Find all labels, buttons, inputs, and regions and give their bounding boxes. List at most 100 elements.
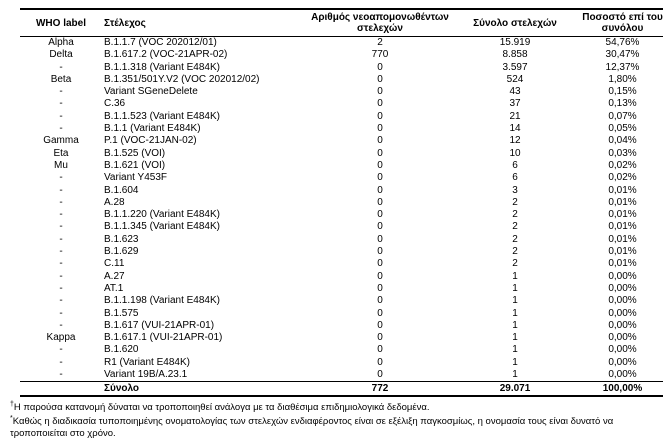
total-strains-cell: 1 bbox=[512, 270, 518, 282]
strain-cell: B.1.351/501Y.V2 (VOC 202012/02) bbox=[104, 73, 260, 85]
table-row: - A.28 0 2 0,01% bbox=[20, 197, 663, 209]
total-strains-cell: 1 bbox=[512, 369, 518, 381]
who-label-cell: Beta bbox=[50, 73, 72, 85]
who-label-cell: - bbox=[59, 209, 63, 221]
who-label-cell: - bbox=[59, 184, 63, 196]
total-strains-cell: 2 bbox=[512, 233, 518, 245]
who-label-cell: - bbox=[59, 356, 63, 368]
new-isolates-cell: 0 bbox=[377, 159, 383, 171]
new-isolates-cell: 0 bbox=[377, 258, 383, 270]
percentage-cell: 1,80% bbox=[608, 73, 637, 85]
table-row: - Variant SGeneDelete 0 43 0,15% bbox=[20, 86, 663, 98]
table-row: Eta B.1.525 (VOI) 0 10 0,03% bbox=[20, 148, 663, 160]
col-header-percentage: Ποσοστό επί του συνόλου bbox=[572, 8, 663, 37]
col-header-strain: Στέλεχος bbox=[102, 8, 302, 37]
new-isolates-cell: 0 bbox=[377, 135, 383, 147]
footnote-1-text: Η παρούσα κατανομή δύναται να τροποποιηθ… bbox=[13, 402, 430, 414]
table-row: - Variant 19B/A.23.1 0 1 0,00% bbox=[20, 369, 663, 382]
percentage-cell: 0,00% bbox=[608, 344, 637, 356]
percentage-cell: 0,01% bbox=[608, 196, 637, 208]
new-isolates-cell: 0 bbox=[377, 270, 383, 282]
who-label-cell: - bbox=[59, 196, 63, 208]
who-label-cell: - bbox=[59, 319, 63, 331]
new-isolates-cell: 0 bbox=[377, 233, 383, 245]
new-isolates-cell: 0 bbox=[377, 86, 383, 98]
percentage-cell: 0,00% bbox=[608, 270, 637, 282]
who-label-cell: - bbox=[59, 295, 63, 307]
strain-cell: C.36 bbox=[104, 98, 126, 110]
strain-cell: B.1.1.7 (VOC 202012/01) bbox=[104, 37, 217, 48]
new-isolates-cell: 0 bbox=[377, 369, 383, 381]
table-header: WHO label Στέλεχος Αριθμός νεοαπομονωθέν… bbox=[20, 8, 663, 37]
table-row: - B.1.617 (VUI-21APR-01) 0 1 0,00% bbox=[20, 320, 663, 332]
total-strains-cell: 1 bbox=[512, 282, 518, 294]
total-new-isolates-cell: 772 bbox=[302, 381, 458, 398]
percentage-cell: 0,01% bbox=[608, 184, 637, 196]
who-label-cell: - bbox=[59, 270, 63, 282]
new-isolates-cell: 0 bbox=[377, 356, 383, 368]
new-isolates-cell: 0 bbox=[377, 209, 383, 221]
new-isolates-cell: 0 bbox=[377, 110, 383, 122]
total-label-cell: Σύνολο bbox=[102, 381, 302, 398]
percentage-cell: 0,03% bbox=[608, 147, 637, 159]
who-label-cell: Alpha bbox=[48, 37, 74, 48]
percentage-cell: 0,01% bbox=[608, 246, 637, 258]
total-strains-cell: 2 bbox=[512, 209, 518, 221]
table-row: Kappa B.1.617.1 (VUI-21APR-01) 0 1 0,00% bbox=[20, 332, 663, 344]
strain-cell: B.1.617 (VUI-21APR-01) bbox=[104, 319, 215, 331]
who-label-cell: - bbox=[59, 110, 63, 122]
who-label-cell: - bbox=[59, 86, 63, 98]
strain-cell: P.1 (VOC-21JAN-02) bbox=[104, 135, 197, 147]
percentage-cell: 0,02% bbox=[608, 172, 637, 184]
percentage-cell: 0,00% bbox=[608, 319, 637, 331]
total-percentage-cell: 100,00% bbox=[572, 381, 663, 398]
new-isolates-cell: 0 bbox=[377, 123, 383, 135]
total-strains-cell: 2 bbox=[512, 258, 518, 270]
table-row: - B.1.604 0 3 0,01% bbox=[20, 185, 663, 197]
footnote-2-marker: * bbox=[10, 414, 13, 422]
strain-cell: A.28 bbox=[104, 196, 125, 208]
table-row: - B.1.1.523 (Variant E484K) 0 21 0,07% bbox=[20, 111, 663, 123]
col-header-new-isolates: Αριθμός νεοαπομονωθέντων στελεχών bbox=[302, 8, 458, 37]
total-who-label-cell bbox=[20, 381, 102, 398]
strain-cell: B.1.621 (VOI) bbox=[104, 159, 166, 171]
footnotes: †Η παρούσα κατανομή δύναται να τροποποιη… bbox=[10, 401, 653, 441]
total-strains-cell: 43 bbox=[509, 86, 521, 98]
percentage-cell: 0,04% bbox=[608, 135, 637, 147]
new-isolates-cell: 0 bbox=[377, 282, 383, 294]
strain-cell: B.1.604 bbox=[104, 184, 139, 196]
table-row: Alpha B.1.1.7 (VOC 202012/01) 2 15.919 54,76… bbox=[20, 37, 663, 50]
footnote-2: *Καθώς η διαδικασία τυποποιημένης ονοματ… bbox=[10, 414, 647, 441]
total-strains-cell: 1 bbox=[512, 356, 518, 368]
total-row: Σύνολο 772 29.071 100,00% bbox=[20, 381, 663, 398]
percentage-cell: 0,15% bbox=[608, 86, 637, 98]
strain-cell: C.11 bbox=[104, 258, 125, 270]
new-isolates-cell: 0 bbox=[377, 61, 383, 73]
strain-cell: B.1.1.523 (Variant E484K) bbox=[104, 110, 220, 122]
who-label-cell: - bbox=[59, 246, 63, 258]
new-isolates-cell: 0 bbox=[377, 246, 383, 258]
total-strains-cell: 1 bbox=[512, 332, 518, 344]
strain-cell: B.1.1 (Variant E484K) bbox=[104, 123, 201, 135]
strain-cell: B.1.1.198 (Variant E484K) bbox=[104, 295, 220, 307]
table-row: - R1 (Variant E484K) 0 1 0,00% bbox=[20, 357, 663, 369]
percentage-cell: 12,37% bbox=[605, 61, 640, 73]
who-label-cell: Delta bbox=[49, 49, 73, 61]
strain-cell: B.1.629 bbox=[104, 246, 139, 258]
total-strains-cell: 2 bbox=[512, 196, 518, 208]
who-label-cell: - bbox=[59, 98, 63, 110]
percentage-cell: 0,01% bbox=[608, 221, 637, 233]
new-isolates-cell: 770 bbox=[371, 49, 389, 61]
new-isolates-cell: 0 bbox=[377, 172, 383, 184]
percentage-cell: 0,00% bbox=[608, 369, 637, 381]
who-label-cell: - bbox=[59, 369, 63, 381]
who-label-cell: - bbox=[59, 123, 63, 135]
strain-cell: B.1.1.345 (Variant E484K) bbox=[104, 221, 220, 233]
total-strains-cell: 3 bbox=[512, 184, 518, 196]
percentage-cell: 0,00% bbox=[608, 295, 637, 307]
table-row: - C.36 0 37 0,13% bbox=[20, 98, 663, 110]
percentage-cell: 0,02% bbox=[608, 159, 637, 171]
total-strains-cell: 6 bbox=[512, 159, 518, 171]
percentage-cell: 0,07% bbox=[608, 110, 637, 122]
